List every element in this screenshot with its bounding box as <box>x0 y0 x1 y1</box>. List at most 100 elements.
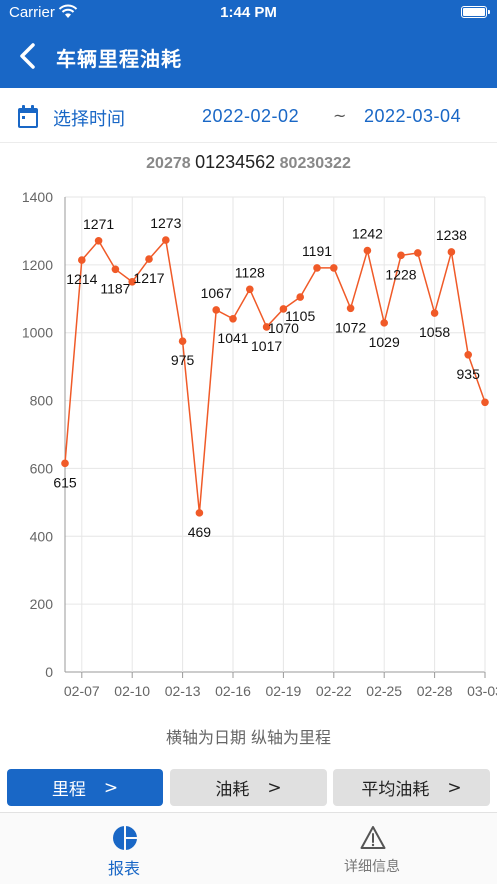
vehicle-prefix: 20278 <box>146 155 191 172</box>
data-point <box>178 337 187 345</box>
nav-detail-label: 详细信息 <box>344 859 400 875</box>
data-point <box>94 236 103 245</box>
fuel-tab-button[interactable]: 油耗 > <box>170 769 327 806</box>
data-label: 1067 <box>201 285 232 301</box>
data-label: 1070 <box>268 320 299 336</box>
y-tick-label: 1400 <box>22 189 53 205</box>
divider <box>0 142 497 143</box>
date-separator: ~ <box>333 106 347 125</box>
data-point <box>61 459 69 468</box>
vehicle-suffix: 80230322 <box>279 155 351 172</box>
data-point <box>145 255 153 263</box>
data-point <box>246 285 254 294</box>
data-point <box>279 305 288 313</box>
data-label: 1105 <box>285 308 315 324</box>
data-point <box>128 278 136 286</box>
data-label: 975 <box>171 352 195 368</box>
data-point <box>229 315 237 323</box>
data-point <box>380 319 389 327</box>
data-label: 1228 <box>385 266 416 282</box>
data-label: 1058 <box>419 324 450 340</box>
app-header: Carrier 1:44 PM 车辆里程油耗 <box>0 0 497 88</box>
x-tick-label: 02-13 <box>165 683 201 699</box>
pie-chart-icon <box>113 826 137 850</box>
wifi-icon <box>58 4 78 18</box>
status-time: 1:44 PM <box>220 4 277 21</box>
data-label: 1238 <box>436 227 467 243</box>
x-tick-label: 02-10 <box>114 683 150 699</box>
data-label: 1217 <box>133 270 164 286</box>
battery-icon <box>461 6 490 18</box>
data-point <box>78 256 86 264</box>
y-tick-label: 800 <box>30 393 54 409</box>
nav-report[interactable]: 报表 <box>0 813 248 884</box>
mileage-tab-button[interactable]: 里程 > <box>7 769 163 806</box>
chevron-right-icon: > <box>447 777 462 798</box>
data-label: 1029 <box>369 334 400 350</box>
y-tick-label: 400 <box>30 528 54 544</box>
back-arrow-icon[interactable] <box>14 40 42 72</box>
data-label: 1242 <box>352 226 383 242</box>
data-point <box>313 264 321 272</box>
data-label: 1072 <box>335 319 366 335</box>
y-tick-label: 1000 <box>22 325 53 341</box>
y-tick-label: 200 <box>30 596 54 612</box>
carrier-label: Carrier <box>9 4 55 21</box>
data-label: 935 <box>457 366 481 382</box>
axis-note: 横轴为日期 纵轴为里程 <box>165 728 332 747</box>
data-point <box>346 304 355 313</box>
data-point <box>430 309 439 317</box>
y-tick-label: 1200 <box>22 257 53 273</box>
x-tick-label: 02-25 <box>366 683 402 699</box>
data-point <box>111 265 120 274</box>
data-point <box>162 236 170 244</box>
avg-fuel-tab-button[interactable]: 平均油耗 > <box>333 769 490 806</box>
vehicle-id: 20278 01234562 80230322 <box>0 152 497 173</box>
data-point <box>195 509 204 517</box>
data-point <box>481 398 489 407</box>
data-point <box>363 246 372 255</box>
avg-fuel-tab-label: 平均油耗 <box>361 780 430 800</box>
calendar-icon[interactable] <box>17 105 39 129</box>
vehicle-plate: 01234562 <box>195 152 276 172</box>
chevron-right-icon: > <box>267 777 282 798</box>
x-tick-label: 02-07 <box>64 683 100 699</box>
data-label: 1041 <box>217 330 248 346</box>
x-tick-label: 02-28 <box>417 683 453 699</box>
x-tick-label: 03-03 <box>467 683 497 699</box>
data-point <box>212 306 220 314</box>
x-tick-label: 02-22 <box>316 683 352 699</box>
date-range-selector: 选择时间 2022-02-02 ~ 2022-03-04 <box>0 96 497 140</box>
data-label: 1128 <box>235 264 265 280</box>
data-label: 1187 <box>100 280 130 296</box>
page-title: 车辆里程油耗 <box>56 47 182 71</box>
data-label: 469 <box>188 524 212 540</box>
data-label: 1017 <box>251 338 282 354</box>
data-point <box>262 323 271 331</box>
end-date-picker[interactable]: 2022-03-04 <box>364 106 462 126</box>
data-point <box>330 264 338 272</box>
data-label: 1271 <box>83 216 114 232</box>
mileage-tab-label: 里程 <box>51 780 86 800</box>
nav-report-label: 报表 <box>107 859 140 878</box>
mileage-line-chart: 0 200 400 600 800 1000 1200 1400 02-07 02-10 02-13… <box>22 189 497 699</box>
y-tick-label: 0 <box>45 664 53 680</box>
data-label: 1273 <box>150 215 181 231</box>
bottom-navigation: 报表 详细信息 <box>0 812 497 884</box>
data-label: 615 <box>53 474 77 490</box>
data-point <box>397 251 405 260</box>
fuel-tab-label: 油耗 <box>215 780 250 800</box>
start-date-picker[interactable]: 2022-02-02 <box>202 106 300 126</box>
select-time-button[interactable]: 选择时间 <box>53 109 125 130</box>
data-point <box>447 248 456 256</box>
data-point <box>464 350 473 359</box>
data-label: 1191 <box>302 243 332 259</box>
nav-detail[interactable]: 详细信息 <box>248 813 496 884</box>
data-label: 1214 <box>66 271 97 287</box>
x-tick-label: 02-16 <box>215 683 251 699</box>
y-tick-label: 600 <box>30 460 54 476</box>
warning-triangle-icon <box>360 826 386 849</box>
x-tick-label: 02-19 <box>265 683 301 699</box>
data-point <box>296 293 305 301</box>
chevron-right-icon: > <box>103 777 119 798</box>
